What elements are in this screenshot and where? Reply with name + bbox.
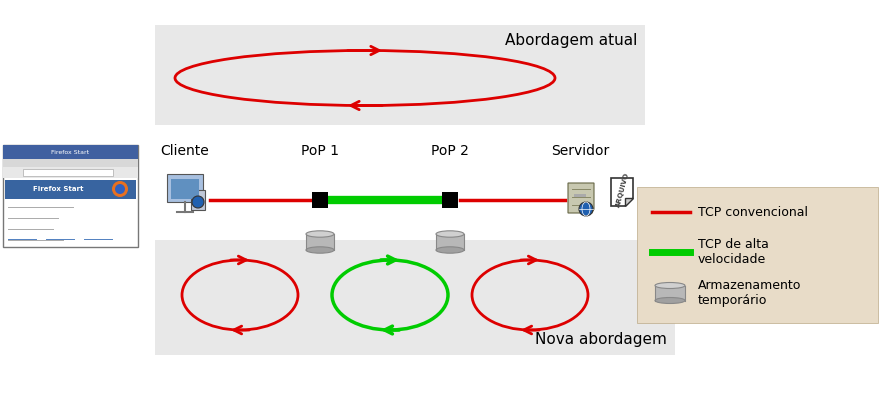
Ellipse shape bbox=[436, 247, 464, 253]
Bar bbox=[171, 179, 199, 199]
Polygon shape bbox=[625, 198, 633, 206]
Circle shape bbox=[115, 184, 125, 194]
Text: Cliente: Cliente bbox=[161, 144, 210, 158]
Bar bbox=[574, 194, 586, 197]
Bar bbox=[442, 192, 458, 208]
Bar bbox=[436, 234, 464, 250]
Ellipse shape bbox=[655, 297, 685, 303]
Bar bbox=[3, 145, 138, 159]
Text: ARQUIVO: ARQUIVO bbox=[615, 172, 630, 208]
Ellipse shape bbox=[436, 231, 464, 237]
Text: TCP de alta
velocidade: TCP de alta velocidade bbox=[698, 238, 769, 266]
Text: Servidor: Servidor bbox=[551, 144, 609, 158]
Text: PoP 1: PoP 1 bbox=[301, 144, 339, 158]
FancyBboxPatch shape bbox=[155, 25, 645, 125]
Circle shape bbox=[579, 202, 593, 216]
Text: PoP 2: PoP 2 bbox=[431, 144, 469, 158]
FancyBboxPatch shape bbox=[3, 145, 138, 247]
FancyBboxPatch shape bbox=[637, 187, 878, 323]
Text: Firefox Start: Firefox Start bbox=[52, 149, 90, 154]
Bar bbox=[191, 190, 205, 210]
Bar bbox=[5, 180, 136, 199]
Bar bbox=[655, 286, 685, 301]
Text: TCP convencional: TCP convencional bbox=[698, 205, 808, 218]
Text: Firefox Start: Firefox Start bbox=[33, 186, 84, 192]
FancyBboxPatch shape bbox=[155, 240, 675, 355]
Bar bbox=[167, 174, 203, 202]
Text: Armazenamento
temporário: Armazenamento temporário bbox=[698, 279, 801, 307]
Ellipse shape bbox=[306, 231, 334, 237]
Ellipse shape bbox=[306, 247, 334, 253]
Bar bbox=[3, 159, 138, 167]
Circle shape bbox=[112, 181, 128, 197]
Text: Abordagem atual: Abordagem atual bbox=[505, 33, 637, 48]
Ellipse shape bbox=[655, 282, 685, 288]
Text: Nova abordagem: Nova abordagem bbox=[535, 332, 667, 347]
Circle shape bbox=[192, 196, 204, 208]
Bar bbox=[306, 234, 334, 250]
Polygon shape bbox=[611, 178, 633, 206]
Bar bbox=[3, 167, 138, 178]
Bar bbox=[23, 169, 113, 176]
Polygon shape bbox=[568, 183, 594, 213]
Bar bbox=[312, 192, 328, 208]
